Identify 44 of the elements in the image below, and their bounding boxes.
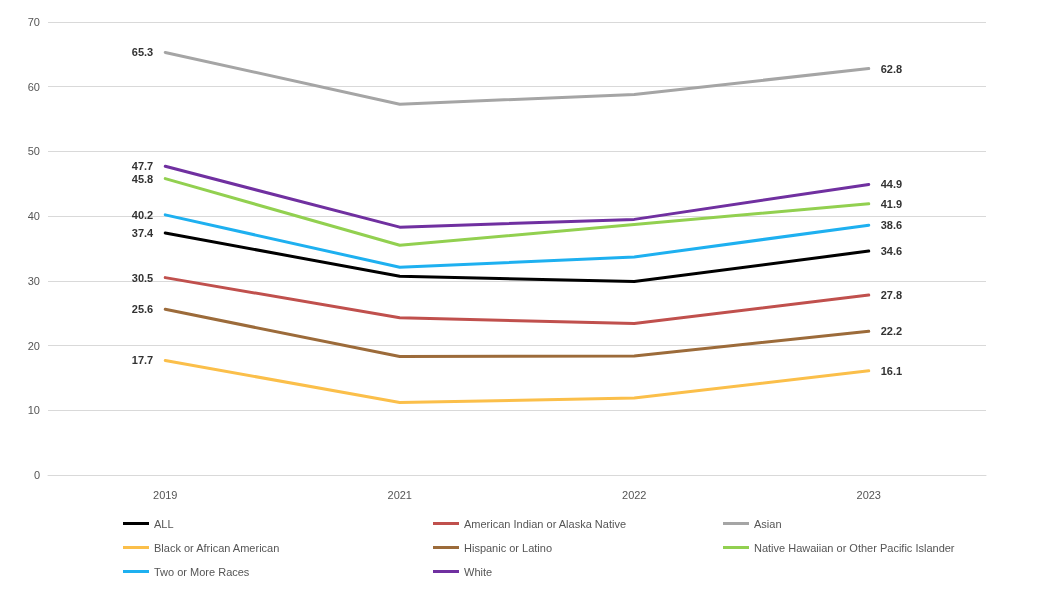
line-series	[163, 307, 871, 359]
legend-label: ALL	[154, 517, 174, 530]
y-tick-label: 0	[33, 469, 40, 481]
y-tick-label: 10	[27, 404, 40, 417]
x-tick-label: 2023	[856, 488, 881, 501]
legend-label: Asian	[754, 517, 782, 530]
data-label: 16.1	[880, 364, 903, 377]
y-tick-label: 50	[27, 145, 40, 158]
line-series	[163, 358, 871, 405]
x-tick-label: 2021	[387, 488, 412, 501]
data-label: 40.2	[131, 208, 154, 221]
y-tick-label: 20	[27, 339, 40, 352]
data-label: 37.4	[131, 226, 155, 239]
data-label: 17.7	[131, 354, 154, 367]
y-tick-label: 40	[27, 210, 40, 223]
line-series	[163, 213, 871, 269]
data-label: 27.8	[880, 289, 903, 302]
line-series	[163, 164, 871, 229]
line-series	[163, 276, 871, 326]
data-label: 47.7	[131, 160, 154, 173]
legend-label: Native Hawaiian or Other Pacific Islander	[754, 541, 955, 554]
legend-label: Hispanic or Latino	[464, 541, 553, 554]
data-label: 62.8	[880, 62, 903, 75]
x-tick-label: 2022	[622, 488, 647, 501]
legend-label: Black or African American	[154, 541, 280, 554]
y-tick-label: 70	[27, 16, 40, 28]
data-label: 45.8	[131, 172, 154, 185]
legend-label: White	[464, 565, 493, 578]
data-label: 34.6	[880, 245, 903, 258]
legend-label: American Indian or Alaska Native	[464, 517, 627, 530]
data-label: 38.6	[880, 219, 903, 232]
line-series	[163, 177, 871, 247]
data-label: 44.9	[880, 178, 903, 191]
data-label: 22.2	[880, 325, 903, 338]
x-tick-label: 2019	[153, 488, 178, 501]
line-series	[163, 50, 871, 106]
data-label: 65.3	[131, 46, 154, 59]
data-label: 30.5	[131, 271, 154, 284]
line-series	[163, 231, 871, 283]
data-label: 41.9	[880, 197, 903, 210]
y-tick-label: 30	[27, 274, 40, 287]
data-label: 25.6	[131, 303, 154, 316]
legend-label: Two or More Races	[154, 565, 250, 578]
y-tick-label: 60	[27, 80, 40, 93]
